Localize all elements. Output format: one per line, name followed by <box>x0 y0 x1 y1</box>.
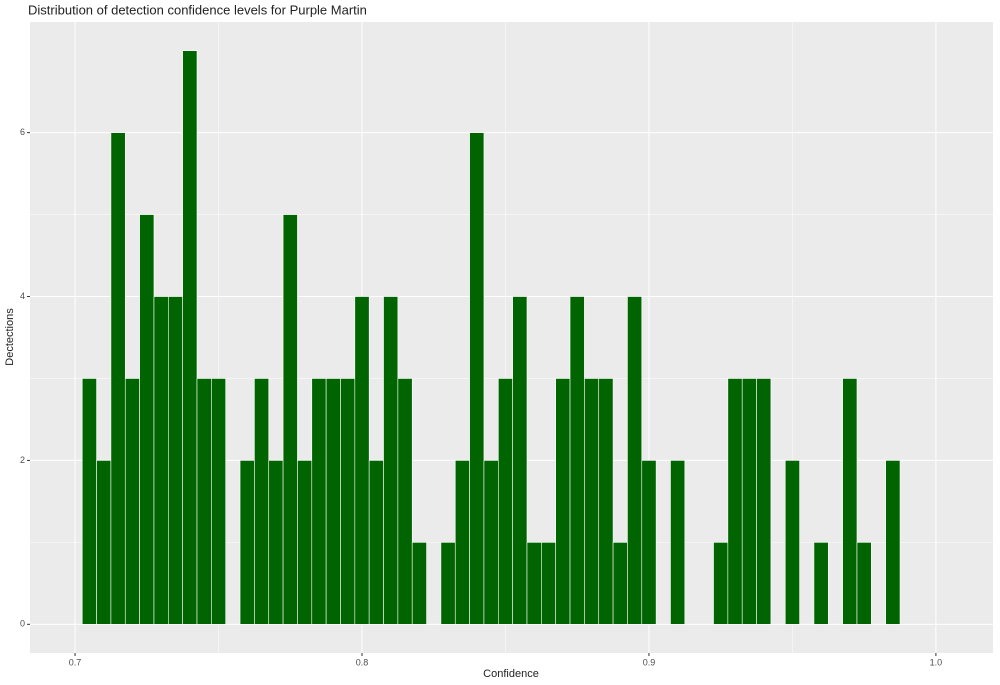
bar <box>411 542 427 625</box>
y-tick-label: 4 <box>20 291 25 301</box>
bar <box>168 296 183 625</box>
bar <box>383 296 399 625</box>
bar <box>885 460 901 625</box>
x-tick-label: 1.0 <box>930 657 943 667</box>
bar <box>325 378 341 625</box>
bar <box>268 460 284 625</box>
x-axis-label: Confidence <box>483 668 539 680</box>
bar <box>512 296 528 625</box>
bar <box>397 378 413 625</box>
bar <box>483 460 499 625</box>
bar <box>842 378 858 625</box>
bar <box>311 378 327 625</box>
bar <box>139 214 155 625</box>
bar <box>741 378 757 625</box>
bar <box>727 378 743 625</box>
bar <box>584 378 600 625</box>
y-tick-label: 6 <box>20 127 25 137</box>
bar <box>670 460 686 625</box>
bar <box>254 378 270 625</box>
chart-title: Distribution of detection confidence lev… <box>28 2 367 17</box>
bar <box>110 132 126 625</box>
bar <box>713 542 729 625</box>
bar <box>641 460 657 625</box>
bar <box>813 542 829 625</box>
bar <box>196 378 212 625</box>
y-tick-label: 0 <box>20 619 25 629</box>
bar <box>282 214 298 625</box>
y-axis-label: Dectections <box>4 308 16 366</box>
x-tick-label: 0.7 <box>69 657 82 667</box>
bar <box>340 378 356 625</box>
bar <box>124 378 140 625</box>
bar <box>612 542 628 625</box>
bar <box>297 460 313 625</box>
bar <box>354 296 370 625</box>
bar <box>541 542 556 625</box>
bar <box>756 378 772 625</box>
bar <box>469 132 485 625</box>
bar <box>368 460 384 625</box>
bar <box>454 460 470 625</box>
x-tick-label: 0.9 <box>643 657 656 667</box>
bar <box>784 460 800 625</box>
bar <box>526 542 542 625</box>
bar <box>569 296 585 625</box>
bar <box>598 378 614 625</box>
bar <box>182 50 198 625</box>
bar <box>498 378 513 625</box>
bar <box>239 460 255 625</box>
y-tick-label: 2 <box>20 455 25 465</box>
bar <box>81 378 97 625</box>
bar <box>153 296 169 625</box>
x-tick-label: 0.8 <box>356 657 369 667</box>
bar <box>627 296 643 625</box>
bar <box>211 378 226 625</box>
bar <box>555 378 571 625</box>
bar <box>440 542 456 625</box>
bar <box>96 460 112 625</box>
bar <box>856 542 872 625</box>
